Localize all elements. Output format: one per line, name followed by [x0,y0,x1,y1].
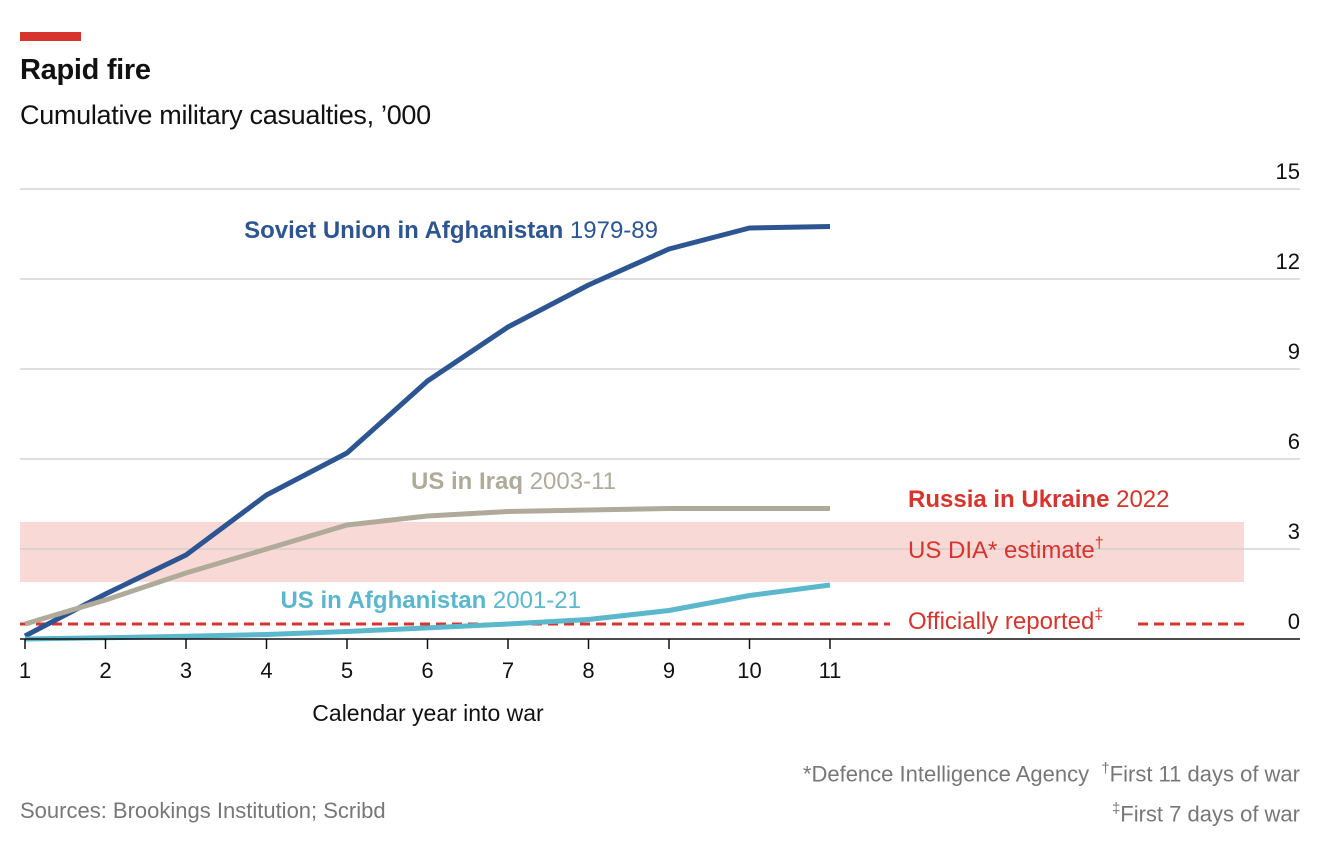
y-tick-label-6: 6 [1288,429,1300,454]
footnote-ddagger-text: First 7 days of war [1120,801,1300,827]
x-tick-label-4: 4 [260,658,272,683]
series-label-name-us-afghanistan: US in Afghanistan [280,587,486,614]
ukraine-estimate-mark: † [1095,535,1104,552]
ukraine-official-text: Officially reported [908,608,1094,635]
series-label-us-afghanistan: US in Afghanistan 2001-21 [280,587,581,614]
accent-bar [20,32,81,41]
footnote-line-1: *Defence Intelligence Agency †First 11 d… [803,760,1300,787]
ukraine-estimate-label: US DIA* estimate† [908,535,1104,564]
sources-note: Sources: Brookings Institution; Scribd [20,798,386,823]
y-tick-label-3: 3 [1288,519,1300,544]
x-tick-label-5: 5 [341,658,353,683]
x-tick-label-11: 11 [819,658,842,683]
x-tick-label-9: 9 [663,658,675,683]
x-tick-label-1: 1 [19,658,31,683]
series-label-us-iraq: US in Iraq 2003-11 [411,468,616,495]
series-label-period-us-afghanistan: 2001-21 [486,587,581,614]
y-tick-label-9: 9 [1288,339,1300,364]
x-tick-label-10: 10 [737,658,761,683]
ukraine-label: Russia in Ukraine 2022 [908,486,1169,513]
series-label-period-soviet-afghanistan: 1979-89 [563,217,658,244]
series-line-soviet-afghanistan [23,224,831,639]
y-tick-label-15: 15 [1276,159,1300,184]
series-label-name-us-iraq: US in Iraq [411,468,523,495]
ukraine-label-name: Russia in Ukraine [908,486,1109,513]
ukraine-official-mark: ‡ [1094,606,1103,623]
series-label-period-us-iraq: 2003-11 [523,468,616,495]
series-label-soviet-afghanistan: Soviet Union in Afghanistan 1979-89 [244,217,658,244]
series-line-us-iraq [24,506,830,627]
ukraine-label-period: 2022 [1109,486,1169,513]
footnote-line-2: ‡First 7 days of war [1112,800,1300,827]
chart-subtitle: Cumulative military casualties, ’000 [20,100,431,130]
x-tick-label-2: 2 [99,658,111,683]
footnote-dagger-text: First 11 days of war [1109,761,1300,787]
ukraine-official-label: Officially reported‡ [908,606,1103,635]
y-tick-label-0: 0 [1288,609,1300,634]
ukraine-estimate-text: US DIA* estimate [908,537,1095,564]
x-tick-label-6: 6 [421,658,433,683]
ukraine-estimate-band [20,522,1244,582]
footnote-dia: *Defence Intelligence Agency [802,761,1090,787]
x-tick-label-7: 7 [502,658,514,683]
footnote-dagger-mark: † [1101,760,1110,777]
x-axis-label: Calendar year into war [312,700,544,726]
series-label-name-soviet-afghanistan: Soviet Union in Afghanistan [244,217,563,244]
footnote-ddagger-mark: ‡ [1111,800,1121,817]
x-tick-label-3: 3 [180,658,192,683]
series-line-us-afghanistan [24,582,831,642]
chart-title: Rapid fire [20,54,151,86]
x-tick-label-8: 8 [582,658,594,683]
y-tick-label-12: 12 [1276,249,1300,274]
